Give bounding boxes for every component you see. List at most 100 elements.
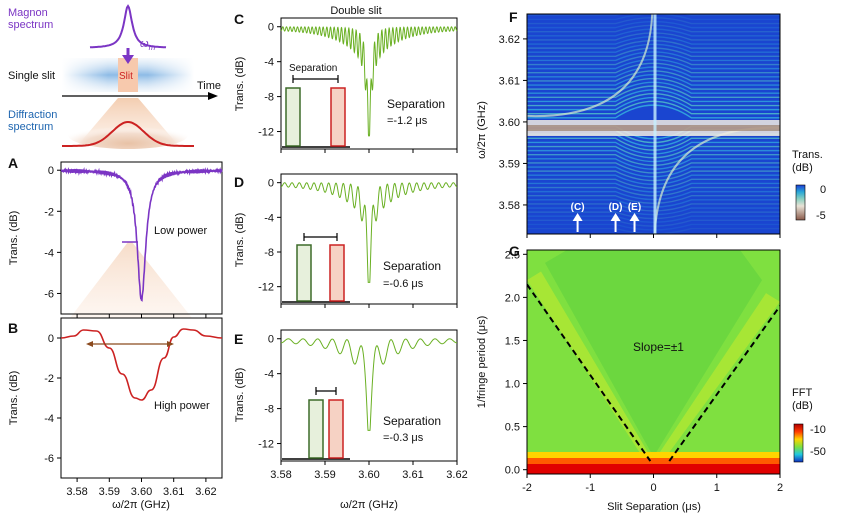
- slit-label: Slit: [119, 71, 133, 82]
- panel-b-annotation: High power: [154, 400, 210, 412]
- g-guide-left: [527, 283, 652, 462]
- panel-f-ylabel: ω/2π (GHz): [476, 101, 488, 159]
- xtick-label: 3.58: [66, 486, 87, 498]
- ytick-label: -2: [44, 206, 54, 218]
- xtick-label: 3.59: [99, 486, 120, 498]
- slit-1: [308, 399, 324, 459]
- panel-c-inset: Separation: [282, 63, 350, 148]
- g-colorbar-label-1: FFT: [792, 387, 812, 399]
- f-anticross-upper: [527, 14, 654, 117]
- slit-window: [118, 58, 138, 92]
- f-fringe-line: [527, 14, 780, 21]
- ytick-label: -4: [264, 369, 274, 381]
- slit-2: [328, 399, 344, 459]
- ytick-label: 3.59: [499, 158, 520, 170]
- f-colorbar: [795, 184, 806, 221]
- panel-b-ticks: 0 -2 -4 -6 3.58 3.59 3.60 3.61 3.62: [44, 333, 216, 498]
- panel-b-frame: [60, 317, 223, 479]
- panel-e-ticks: 0 -4 -8 -12 3.58 3.59 3.60 3.61 3.62: [258, 334, 468, 481]
- ytick-label: 0: [48, 333, 54, 345]
- panel-g-ylabel: 1/fringe period (μs): [476, 316, 488, 409]
- f-marker-label: (E): [628, 202, 641, 213]
- xtick-label: -1: [585, 482, 595, 494]
- ytick-label: -6: [44, 453, 54, 465]
- schematic: Magnon spectrum ωm Single slit Slit Time…: [8, 4, 221, 149]
- f-marker-label: (D): [609, 202, 623, 213]
- panel-e-sep-1: Separation: [383, 414, 441, 428]
- panel-d-ticks: 0 -4 -8 -12: [258, 178, 458, 308]
- panel-c-label: C: [234, 11, 244, 27]
- panel-g-heatmap: [527, 250, 780, 474]
- ytick-label: 0.0: [505, 465, 520, 477]
- panel-c-sep-2: =-1.2 μs: [387, 115, 428, 127]
- ytick-label: -8: [264, 404, 274, 416]
- xtick-label: 0: [650, 482, 656, 494]
- ytick-label: 2.5: [505, 249, 520, 261]
- panel-a-label: A: [8, 155, 18, 171]
- panel-e-frame: [280, 329, 458, 462]
- slit-2: [329, 244, 345, 302]
- ytick-label: -4: [264, 57, 274, 69]
- g-guide-right: [668, 305, 780, 462]
- f-colorbar-label-2: (dB): [792, 162, 813, 174]
- panel-c-ylabel: Trans. (dB): [234, 57, 246, 112]
- g-colorbar: [793, 423, 804, 463]
- xtick-label: 1: [714, 482, 720, 494]
- slit-2: [330, 87, 346, 147]
- panel-g-xlabel: Slit Separation (μs): [607, 501, 701, 513]
- f-marker-arrow-icon: [572, 213, 583, 221]
- panel-c-frame: [280, 17, 458, 150]
- ytick-label: 0.5: [505, 422, 520, 434]
- f-colorbar-label-1: Trans.: [792, 149, 823, 161]
- xtick-label: 3.62: [195, 486, 216, 498]
- panel-b-curve: [60, 328, 223, 401]
- panel-f-heatmap: [527, 14, 780, 234]
- ytick-label: 3.58: [499, 200, 520, 212]
- panel-d-sep-1: Separation: [383, 259, 441, 273]
- f-marker-label: (C): [571, 202, 585, 213]
- diffraction-label-1: Diffraction: [8, 109, 57, 121]
- ytick-label: 2.0: [505, 292, 520, 304]
- panel-g-annotation: Slope=±1: [633, 340, 684, 354]
- g-band-red: [527, 464, 780, 474]
- panel-d-inset: [282, 233, 350, 303]
- ytick-label: 3.61: [499, 75, 520, 87]
- g-vee-glow: [527, 271, 780, 474]
- panel-e-ylabel: Trans. (dB): [234, 368, 246, 423]
- xtick-label: 3.59: [314, 469, 335, 481]
- ytick-label: -4: [264, 212, 274, 224]
- panel-a-annotation: Low power: [154, 225, 208, 237]
- panel-c-title: Double slit: [330, 5, 381, 17]
- xtick-label: 3.61: [163, 486, 184, 498]
- ytick-label: -12: [258, 282, 274, 294]
- g-colorbar-tick-0: -10: [810, 424, 826, 436]
- omega-label: ωm: [140, 38, 156, 52]
- panel-b-label: B: [8, 320, 18, 336]
- panel-g-label: G: [509, 243, 520, 259]
- g-vee-inner: [545, 250, 762, 457]
- f-markers: (C) (D) (E): [571, 202, 641, 232]
- panel-e-xlabel: ω/2π (GHz): [340, 499, 398, 511]
- panel-c-curve: [280, 26, 458, 137]
- panel-b-arrow-right-icon: [167, 341, 174, 347]
- panel-f: (C) (D) (E) F ω/2π (GHz) 3.583.593.603.613…: [476, 9, 826, 238]
- diffraction-label-2: spectrum: [8, 121, 53, 133]
- xtick-label: 2: [777, 482, 783, 494]
- panel-c: Double slit Separation C Separation =-1.…: [234, 5, 458, 153]
- ytick-label: -8: [264, 247, 274, 259]
- panel-d: D Separation =-0.6 μs Trans. (dB) 0 -4 -8 -…: [234, 173, 458, 308]
- xtick-label: -2: [522, 482, 532, 494]
- magnon-label-1: Magnon: [8, 7, 48, 19]
- f-colorbar-tick-1: -5: [816, 210, 826, 222]
- panel-d-label: D: [234, 174, 244, 190]
- xtick-label: 3.61: [402, 469, 423, 481]
- panel-e-inset: [282, 387, 350, 460]
- ytick-label: 1.0: [505, 379, 520, 391]
- panel-b-arrow-left-icon: [86, 341, 93, 347]
- panel-a-cone: [70, 242, 192, 318]
- slit-1: [296, 244, 312, 302]
- f-marker-arrow-icon: [629, 213, 640, 221]
- ytick-label: -12: [258, 439, 274, 451]
